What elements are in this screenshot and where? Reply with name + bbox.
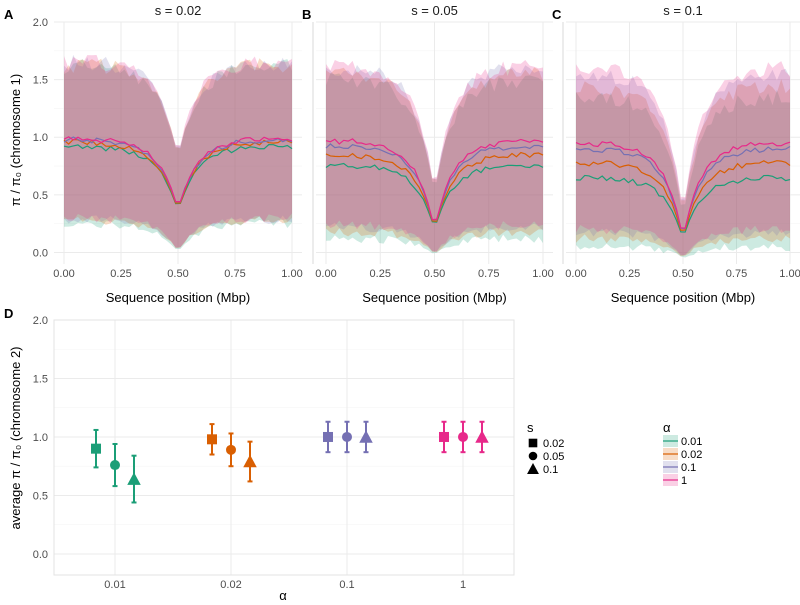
x-axis-title: Sequence position (Mbp)	[611, 290, 756, 305]
x-tick-label: 0.50	[672, 268, 693, 280]
bottom-ylabel: average π / π₀ (chromosome 2)	[8, 346, 23, 529]
line-alpha-0.02	[575, 160, 791, 231]
panel-title: s = 0.1	[663, 3, 702, 18]
ribbon-alpha-1	[576, 61, 790, 256]
ribbon-alpha-0.1	[576, 68, 790, 256]
legend-s: s 0.020.050.1	[527, 420, 564, 476]
x-tick-label: 0.02	[220, 579, 241, 591]
y-tick-label: 0.5	[33, 190, 48, 202]
x-tick-label: 0.75	[726, 268, 747, 280]
point-alpha-1-s-0.1	[475, 430, 489, 443]
legend-alpha-label: 1	[681, 475, 687, 487]
x-tick-label: 0.50	[167, 268, 188, 280]
line-alpha-0.01	[325, 162, 544, 223]
ribbon-alpha-0.02	[576, 79, 790, 257]
top-ylabel: π / π₀ (chromosome 1)	[8, 74, 23, 206]
panel-letter: C	[552, 7, 562, 22]
y-tick-label: 2.0	[33, 315, 48, 327]
x-tick-label: 0.25	[370, 268, 391, 280]
point-alpha-0.02-s-0.02	[207, 434, 217, 445]
line-alpha-0.02	[325, 151, 544, 222]
x-tick-label: 0.75	[224, 268, 245, 280]
legend-s-label: 0.05	[543, 451, 564, 463]
panel-background	[54, 320, 514, 575]
x-tick-label: 1.00	[281, 268, 302, 280]
x-tick-label: 0.00	[315, 268, 336, 280]
y-tick-label: 0.5	[33, 490, 48, 502]
legend-alpha-label: 0.02	[681, 449, 702, 461]
y-tick-label: 1.0	[33, 132, 48, 144]
panel-border	[53, 319, 515, 576]
x-tick-label: 1.00	[779, 268, 800, 280]
y-tick-label: 0.0	[33, 247, 48, 259]
ribbon-alpha-0.01	[326, 73, 543, 254]
y-tick-label: 0.0	[33, 549, 48, 561]
ribbon-alpha-0.1	[326, 64, 543, 252]
panel-title: s = 0.05	[411, 3, 458, 18]
x-tick-label: 0.25	[110, 268, 131, 280]
point-alpha-1-s-0.05	[458, 431, 468, 442]
legend-s-label: 0.02	[543, 438, 564, 450]
point-alpha-0.02-s-0.1	[243, 454, 257, 468]
y-tick-label: 1.5	[33, 75, 48, 87]
line-alpha-1	[63, 136, 293, 203]
line-alpha-1	[325, 138, 544, 221]
x-tick-label: 1.00	[532, 268, 553, 280]
point-alpha-0.02-s-0.05	[226, 444, 236, 455]
panel-letter-d: D	[4, 306, 13, 321]
x-tick-label: 0.25	[619, 268, 640, 280]
legend-s-key-0.1	[527, 463, 539, 474]
ribbon-alpha-1	[326, 60, 543, 252]
x-tick-label: 1	[460, 579, 466, 591]
x-tick-label: 0.50	[424, 268, 445, 280]
ribbon-alpha-0.01	[64, 59, 292, 250]
x-tick-label: 0.00	[53, 268, 74, 280]
x-tick-label: 0.00	[565, 268, 586, 280]
point-alpha-0.01-s-0.05	[110, 460, 120, 471]
y-tick-label: 1.5	[33, 373, 48, 385]
legend-s-title: s	[527, 420, 534, 435]
panel-b: 0.00 0.25 0.50 0.75 1.00 s = 0.05 B Sequence po…	[302, 3, 554, 305]
ribbon-alpha-0.1	[64, 54, 292, 248]
line-alpha-1	[575, 141, 791, 229]
ribbon-alpha-1	[64, 54, 292, 248]
line-alpha-0.01	[575, 174, 791, 233]
legend-s-label: 0.1	[543, 464, 558, 476]
ribbon-alpha-0.01	[576, 89, 790, 258]
y-tick-label: 2.0	[33, 17, 48, 29]
bottom-panel: 0.0 0.5 1.0 1.5 2.0 0.01 0.02 0.1 1	[33, 315, 515, 591]
ribbon-alpha-0.02	[326, 67, 543, 252]
legend-alpha-title: α	[663, 420, 671, 435]
legend-s-key-0.02	[528, 438, 538, 448]
top-panels: 0.00 0.25 0.50 0.75 1.00 0.0 0.5 1.0 1.5 2.0 s = 0…	[4, 3, 800, 305]
x-tick-label: 0.01	[104, 579, 125, 591]
legend-alpha-label: 0.01	[681, 436, 702, 448]
bottom-xlabel: α	[279, 588, 287, 603]
x-tick-label: 0.1	[339, 579, 354, 591]
point-alpha-0.01-s-0.1	[127, 472, 141, 485]
panel-c: 0.00 0.25 0.50 0.75 1.00 s = 0.1 C Sequence pos…	[552, 3, 800, 305]
point-alpha-0.1-s-0.05	[342, 431, 352, 442]
x-axis-title: Sequence position (Mbp)	[362, 290, 507, 305]
ribbon-alpha-0.02	[64, 58, 292, 249]
point-alpha-0.1-s-0.1	[359, 430, 373, 443]
panel-letter: A	[4, 7, 14, 22]
point-alpha-0.1-s-0.02	[323, 431, 333, 442]
y-tick-label: 1.0	[33, 432, 48, 444]
legend-alpha-label: 0.1	[681, 462, 696, 474]
panel-title: s = 0.02	[155, 3, 202, 18]
point-alpha-1-s-0.02	[439, 431, 449, 442]
legend-alpha: α 0.010.020.11	[663, 420, 702, 487]
legend-s-key-0.05	[528, 451, 538, 461]
x-axis-title: Sequence position (Mbp)	[106, 290, 251, 305]
x-tick-label: 0.75	[478, 268, 499, 280]
panel-a: 0.00 0.25 0.50 0.75 1.00 0.0 0.5 1.0 1.5 2.0 s = 0…	[4, 3, 303, 305]
panel-letter: B	[302, 7, 311, 22]
point-alpha-0.01-s-0.02	[91, 443, 101, 454]
